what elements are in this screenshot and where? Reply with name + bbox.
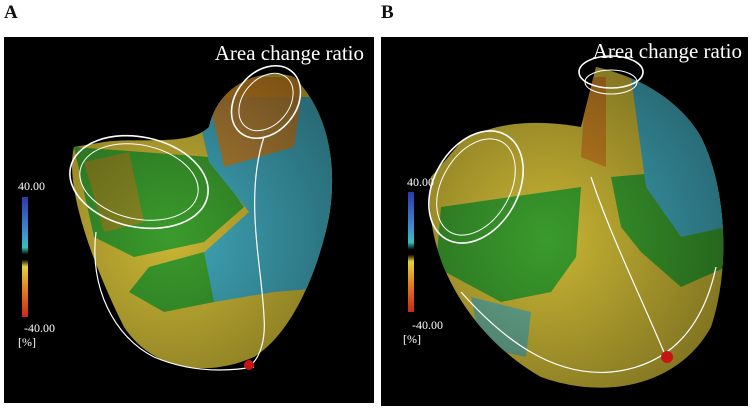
colorbar-b: [408, 192, 414, 312]
scale-unit-a: [%]: [18, 335, 36, 349]
panel-b-label: B: [381, 2, 394, 23]
scale-max-b: 40.00: [407, 175, 434, 189]
heart-surface-a: [69, 64, 333, 371]
panel-b-heart-render: Area change ratio 40.00 -40.00 [%]: [381, 37, 748, 406]
panel-a-title: Area change ratio: [214, 41, 364, 65]
panel-b-title: Area change ratio: [592, 39, 742, 63]
scale-min-b: -40.00: [412, 318, 443, 332]
scale-min-a: -40.00: [24, 321, 55, 335]
panel-a-label: A: [4, 2, 18, 23]
scale-max-a: 40.00: [18, 179, 45, 193]
scale-unit-b: [%]: [403, 332, 421, 346]
colorbar-a: [22, 197, 28, 317]
panel-a-heart-render: Area change ratio 40.00 -40.00 [%]: [4, 37, 374, 403]
heart-surface-b: [428, 55, 724, 388]
